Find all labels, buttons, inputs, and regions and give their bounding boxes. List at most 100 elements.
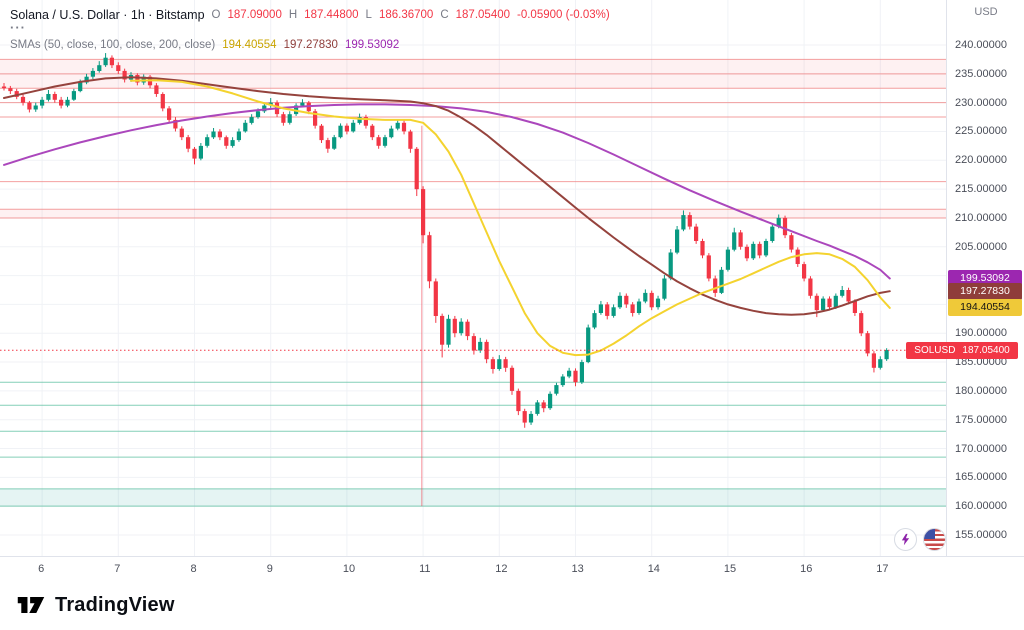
candle-body [14, 91, 19, 97]
candle-body [332, 137, 337, 149]
time-axis[interactable]: 6 7 8 9 10 11 12 13 14 15 16 17 [0, 556, 1024, 581]
candle-body [382, 137, 388, 146]
candle-body [725, 249, 730, 270]
sma-100-line[interactable] [3, 76, 891, 316]
candle-body [325, 140, 330, 149]
sma-price-badge: 197.27830 [948, 282, 1022, 300]
sma-price-badge: 194.40554 [948, 299, 1022, 317]
candle-body [249, 117, 254, 123]
price-tick-label: 230.00000 [955, 96, 1007, 109]
candle-body [344, 125, 349, 132]
current-price-badge: SOLUSD 187.05400 [906, 341, 1018, 359]
candle-body [287, 114, 292, 123]
candle-body [738, 232, 743, 247]
candle-body [484, 341, 489, 360]
sma-50-line[interactable] [130, 79, 891, 357]
candle-body [617, 295, 622, 308]
time-tick-label: 17 [876, 563, 889, 575]
sma-legend-value: 197.27830 [283, 38, 338, 51]
price-tick-label: 155.00000 [955, 529, 1007, 541]
candle-body [20, 96, 26, 103]
open-value: 187.09000 [227, 9, 282, 21]
sma-indicator-values: 194.40554 197.27830 199.53092 [215, 39, 399, 51]
candle-body [427, 235, 432, 282]
time-tick-label: 8 [190, 563, 197, 575]
candle-body [52, 94, 57, 100]
tradingview-brand-text[interactable]: TradingView [55, 593, 175, 616]
price-tick-label: 160.00000 [955, 500, 1007, 513]
candle-body [71, 91, 76, 100]
time-tick-label: 15 [723, 563, 737, 575]
candle-body [611, 307, 616, 316]
us-flag-canton [924, 529, 935, 539]
us-session-button[interactable] [923, 528, 946, 551]
low-label: L [365, 9, 372, 21]
candle-body [567, 370, 572, 377]
candlestick-chart[interactable] [0, 0, 946, 556]
candle-body [27, 102, 32, 110]
candle-body [675, 229, 680, 253]
candle-body [192, 148, 197, 159]
flash-alert-button[interactable] [894, 528, 917, 551]
candle-body [732, 232, 737, 250]
price-tick-label: 235.00000 [955, 67, 1007, 80]
candle-body [554, 385, 559, 394]
price-tick-label: 190.00000 [955, 327, 1007, 340]
candle-body [40, 99, 45, 106]
candle-body [122, 70, 127, 80]
price-axis[interactable]: USD 240.00000 235.00000 230.00000 225.00000… [946, 0, 1024, 556]
tradingview-logo-icon[interactable] [16, 592, 46, 618]
symbol-badge-price: 187.05400 [962, 344, 1010, 356]
price-tick-label: 215.00000 [955, 183, 1007, 196]
candle-body [281, 114, 286, 123]
candle-body [630, 304, 635, 313]
candle-body [408, 131, 413, 149]
candle-body [243, 122, 248, 132]
candle-body [173, 119, 178, 129]
candle-body [795, 249, 800, 264]
candle-body [300, 102, 305, 106]
candle-body [751, 243, 756, 259]
candle-body [217, 131, 222, 138]
high-value: 187.44800 [304, 9, 359, 21]
low-value: 186.36700 [378, 9, 434, 21]
candle-body [871, 353, 876, 368]
candle-body [624, 295, 629, 305]
candle-body [643, 292, 648, 302]
candle-body [459, 321, 464, 334]
candle-body [757, 243, 762, 256]
time-tick-label: 10 [342, 563, 356, 575]
price-tick-label: 165.00000 [955, 471, 1007, 484]
candle-body [763, 241, 769, 256]
candle-body [319, 125, 324, 141]
candle-body [713, 278, 718, 293]
chart-pane[interactable]: Solana / U.S. Dollar · 1h · Bitstamp O 18… [0, 0, 946, 556]
sma-indicator-label[interactable]: SMAs (50, close, 100, close, 200, close) [10, 38, 216, 51]
legend-more-button[interactable]: ··· [10, 20, 26, 35]
footer-branding: TradingView [0, 580, 1024, 630]
price-zone[interactable] [0, 488, 946, 507]
time-tick-label: 14 [647, 563, 660, 575]
candle-body [224, 137, 229, 146]
candle-body [179, 128, 184, 138]
candle-body [186, 137, 191, 149]
candle-body [586, 327, 591, 363]
high-label: H [288, 9, 298, 21]
sma-200-line[interactable] [3, 103, 891, 280]
candle-body [865, 333, 870, 354]
symbol-title[interactable]: Solana / U.S. Dollar · 1h · Bitstamp [10, 8, 205, 22]
candle-body [884, 350, 889, 360]
candle-body [859, 313, 864, 334]
time-tick-label: 11 [419, 563, 431, 575]
candle-body [528, 413, 534, 423]
close-value: 187.05400 [455, 9, 511, 21]
candle-body [719, 269, 724, 293]
candle-body [109, 57, 114, 66]
candle-body [503, 359, 508, 368]
candle-body [522, 411, 527, 423]
candle-body [97, 65, 102, 71]
price-tick-label: 220.00000 [955, 154, 1007, 167]
price-zone[interactable] [0, 209, 946, 218]
time-tick-label: 13 [571, 563, 584, 575]
change-value: -0.05900 (-0.03%) [517, 9, 610, 21]
